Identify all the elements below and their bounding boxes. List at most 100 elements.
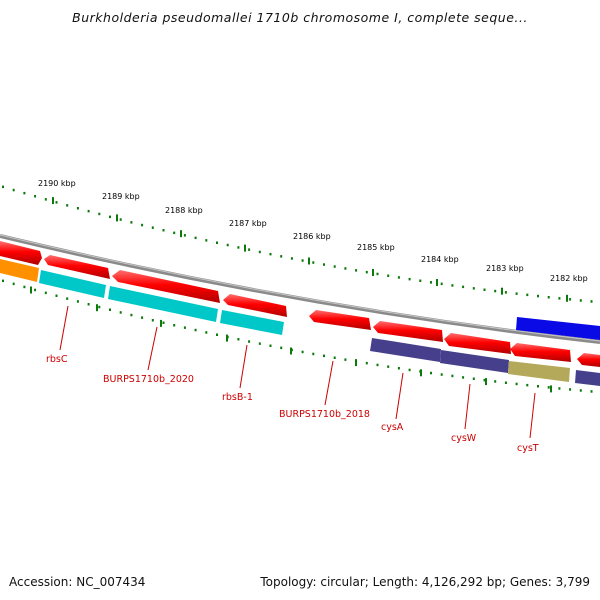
ruler-dot xyxy=(2,185,4,189)
cds-red-8[interactable] xyxy=(510,343,571,362)
ruler-dot xyxy=(430,281,432,284)
ruler-dot xyxy=(440,282,443,286)
ruler-dot xyxy=(483,288,486,291)
ruler-dot xyxy=(162,321,165,324)
ruler-dot xyxy=(323,354,325,358)
ruler-dot xyxy=(12,282,15,286)
ruler-dot xyxy=(558,297,561,300)
ruler-dot xyxy=(151,319,154,322)
purple-feature-3[interactable] xyxy=(575,370,600,386)
ruler-ticks-bottom xyxy=(2,279,593,393)
ruler-dot xyxy=(537,385,539,388)
ruler-dot xyxy=(365,361,368,365)
cyan-feature-2[interactable] xyxy=(108,286,218,322)
accession-label: Accession: NC_007434 xyxy=(9,575,146,589)
cds-red-5[interactable] xyxy=(309,310,371,330)
ruler-dot xyxy=(12,188,15,192)
ruler-major-tick xyxy=(226,334,228,342)
cds-red-9[interactable] xyxy=(577,353,600,367)
ruler-dot xyxy=(162,229,165,232)
cds-red-2[interactable] xyxy=(44,255,110,279)
ruler-dot xyxy=(2,279,4,283)
ruler-dot xyxy=(579,299,582,302)
ruler-dot xyxy=(365,270,368,274)
ruler-dot xyxy=(205,331,208,334)
map-title: Burkholderia pseudomallei 1710b chromoso… xyxy=(72,10,528,25)
ruler-dot xyxy=(98,212,101,216)
ruler-label-2186: 2186 kbp xyxy=(293,232,331,241)
ruler-dot xyxy=(494,380,497,383)
gene-label-rbsC[interactable]: rbsC xyxy=(46,354,68,365)
ruler-dot xyxy=(323,263,325,266)
ruler-dot xyxy=(472,287,475,290)
ruler-dot xyxy=(87,303,90,306)
chromosome-backbone-highlight xyxy=(0,234,600,342)
ruler-dot xyxy=(515,292,518,295)
ruler-dot xyxy=(312,352,315,356)
ruler-dot xyxy=(387,365,390,368)
cds-red-1[interactable] xyxy=(0,241,42,265)
ruler-dot xyxy=(515,382,518,386)
cds-red-6[interactable] xyxy=(373,321,443,342)
ruler-dot xyxy=(269,252,272,256)
ruler-dot xyxy=(44,291,47,295)
cds-red-4[interactable] xyxy=(223,294,287,317)
ruler-major-tick xyxy=(308,257,310,265)
ruler-dot xyxy=(472,377,475,380)
cds-red-3[interactable] xyxy=(112,270,220,303)
ruler-major-tick xyxy=(372,269,374,276)
ruler-major-tick xyxy=(566,294,568,302)
ruler-label-2189: 2189 kbp xyxy=(102,192,140,201)
ruler-major-tick xyxy=(501,287,503,295)
leader-cysT xyxy=(529,392,536,439)
ruler-dot xyxy=(55,201,58,204)
ruler-major-tick xyxy=(290,347,292,355)
ruler-dot xyxy=(397,276,400,279)
orange-feature[interactable] xyxy=(0,259,39,282)
ruler-dot xyxy=(301,259,304,262)
cyan-feature-1[interactable] xyxy=(39,270,106,298)
ruler-dot xyxy=(55,294,58,297)
ruler-ticks-top xyxy=(2,185,593,303)
ruler-label-2187: 2187 kbp xyxy=(229,219,267,228)
purple-feature-1[interactable] xyxy=(370,338,441,362)
leader-burps2018 xyxy=(324,360,334,406)
gene-label-cysT[interactable]: cysT xyxy=(517,443,539,454)
ruler-dot xyxy=(408,368,411,372)
ruler-major-tick xyxy=(30,286,32,294)
gene-label-burps2018[interactable]: BURPS1710b_2018 xyxy=(279,409,370,420)
ruler-dot xyxy=(376,272,379,276)
ruler-dot xyxy=(451,374,454,378)
ruler-dot xyxy=(558,387,561,390)
leader-rbsB1 xyxy=(239,344,248,389)
blue-feature[interactable] xyxy=(516,317,600,340)
purple-feature-2[interactable] xyxy=(440,350,509,373)
ruler-dot xyxy=(226,243,229,247)
ruler-label-2188: 2188 kbp xyxy=(165,206,203,215)
ruler-dot xyxy=(258,342,261,345)
ruler-dot xyxy=(280,255,283,258)
ruler-dot xyxy=(579,389,582,392)
ruler-dot xyxy=(248,340,251,343)
ruler-dot xyxy=(119,311,122,314)
ruler-dot xyxy=(130,221,133,224)
gene-label-rbsB1[interactable]: rbsB-1 xyxy=(222,392,253,403)
cds-red-7[interactable] xyxy=(444,333,511,354)
chromosome-backbone xyxy=(0,234,600,344)
gene-label-cysW[interactable]: cysW xyxy=(451,433,477,444)
cyan-feature-3[interactable] xyxy=(220,310,284,335)
ruler-dot xyxy=(494,289,497,293)
ruler-major-tick xyxy=(160,319,162,327)
ruler-dot xyxy=(419,279,422,282)
ruler-dot xyxy=(451,284,454,287)
olive-feature[interactable] xyxy=(508,361,570,382)
ruler-major-tick xyxy=(180,230,182,238)
gene-label-cysA[interactable]: cysA xyxy=(381,422,404,433)
ruler-dot xyxy=(483,378,486,382)
gene-label-burps2020[interactable]: BURPS1710b_2020 xyxy=(103,374,194,385)
ruler-dot xyxy=(344,358,347,361)
ruler-dot xyxy=(109,215,111,219)
leader-cysA xyxy=(395,372,404,420)
